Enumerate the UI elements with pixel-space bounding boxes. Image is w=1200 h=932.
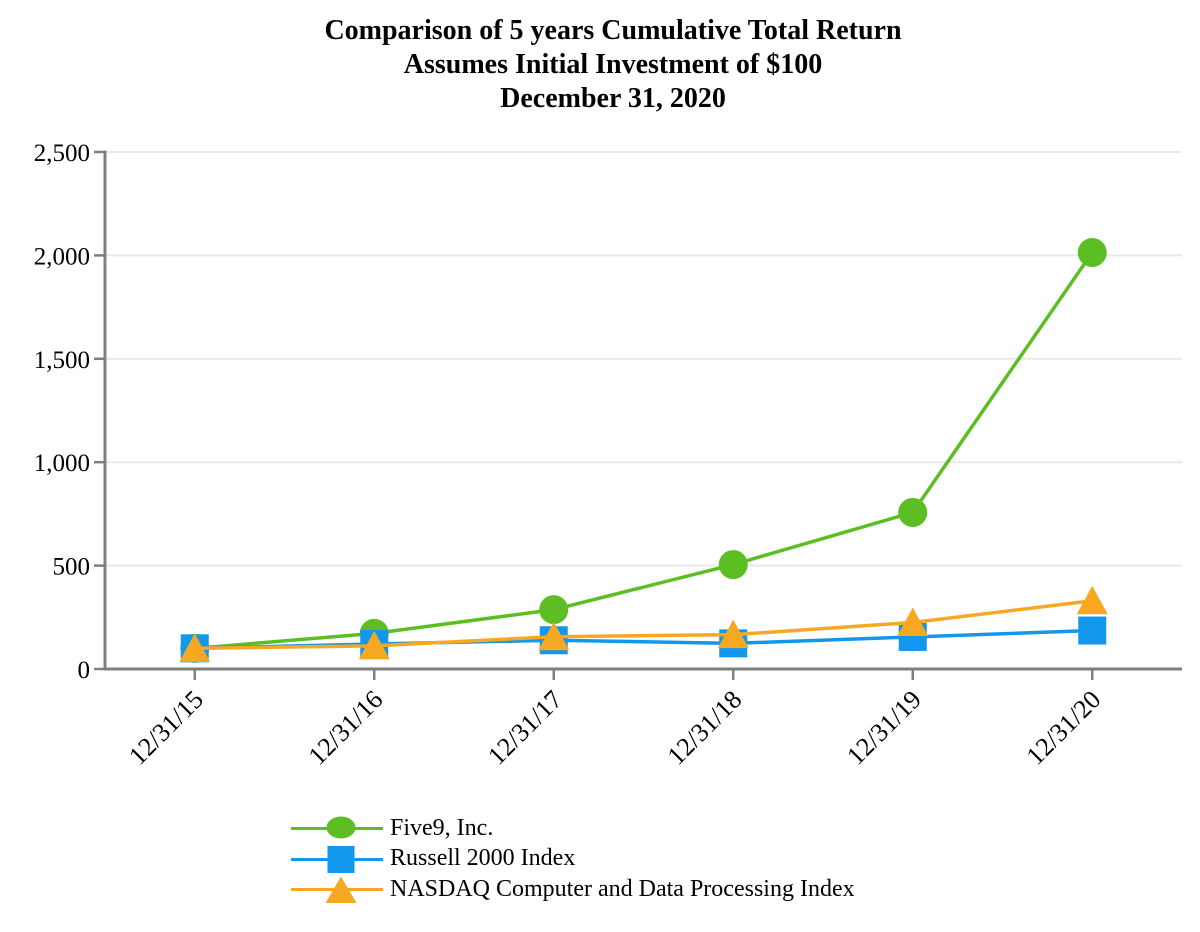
y-tick-label: 2,000 (34, 243, 90, 270)
circle-marker-five9-inc (898, 497, 928, 527)
legend-label-russell-2000: Russell 2000 Index (390, 845, 576, 872)
series-five9-inc (180, 238, 1107, 663)
x-tick-label: 12/31/15 (123, 685, 209, 771)
legend-label-nasdaq-computer: NASDAQ Computer and Data Processing Inde… (390, 875, 855, 902)
chart-title: Comparison of 5 years Cumulative Total R… (0, 14, 1200, 116)
circle-marker-five9-inc (718, 550, 748, 580)
triangle-marker-nasdaq-computer-and-data-processing-index (538, 621, 570, 651)
y-tick-label: 0 (78, 657, 91, 684)
legend-label-five9: Five9, Inc. (390, 814, 494, 841)
legend-square-icon (327, 845, 355, 873)
legend-circle-icon (326, 816, 356, 839)
legend-key-square (291, 845, 383, 873)
y-tick-label: 1,500 (34, 347, 90, 374)
chart-title-line-1: Comparison of 5 years Cumulative Total R… (324, 15, 902, 46)
x-tick-label: 12/31/16 (303, 685, 389, 771)
x-tick-label: 12/31/19 (841, 685, 927, 771)
triangle-marker-nasdaq-computer-and-data-processing-index (358, 630, 390, 660)
legend-item-nasdaq-computer: NASDAQ Computer and Data Processing Inde… (290, 874, 855, 905)
series-line-nasdaq-computer-and-data-processing-index (194, 599, 1093, 651)
series-line-five9-inc (194, 251, 1094, 651)
legend-item-five9: Five9, Inc. (290, 813, 855, 844)
legend-triangle-icon (325, 876, 357, 903)
y-tick-label: 1,000 (34, 450, 90, 477)
chart-legend: Five9, Inc. Russell 2000 Index NASDAQ Co… (290, 813, 855, 905)
chart-title-line-2: Assumes Initial Investment of $100 (403, 49, 823, 80)
triangle-marker-nasdaq-computer-and-data-processing-index (179, 633, 211, 662)
square-marker-russell-2000-index (1078, 616, 1107, 645)
legend-item-russell-2000: Russell 2000 Index (290, 844, 855, 875)
x-tick-label: 12/31/20 (1021, 685, 1107, 771)
legend-key-circle (291, 816, 383, 839)
x-tick-label: 12/31/18 (662, 685, 748, 771)
y-tick-label: 2,500 (34, 140, 90, 167)
chart-title-line-3: December 31, 2020 (500, 83, 726, 114)
circle-marker-five9-inc (1077, 238, 1107, 268)
y-tick-label: 500 (53, 554, 91, 581)
legend-key-triangle (291, 876, 383, 903)
triangle-marker-nasdaq-computer-and-data-processing-index (717, 619, 749, 649)
circle-marker-five9-inc (539, 595, 569, 625)
triangle-marker-nasdaq-computer-and-data-processing-index (897, 607, 929, 636)
series-nasdaq-computer-and-data-processing-index (179, 585, 1108, 662)
x-tick-label: 12/31/17 (482, 685, 568, 771)
triangle-marker-nasdaq-computer-and-data-processing-index (1076, 585, 1108, 615)
